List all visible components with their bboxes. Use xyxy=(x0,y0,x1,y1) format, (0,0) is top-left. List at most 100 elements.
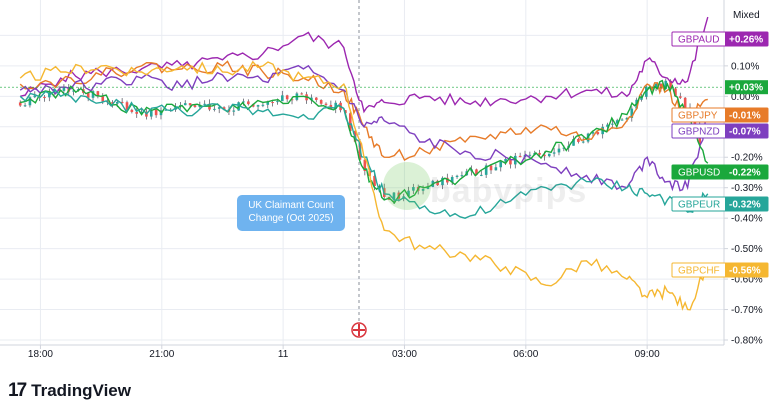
candle-body xyxy=(577,139,580,142)
candle-body xyxy=(499,161,503,168)
candle-body xyxy=(446,177,449,183)
series-line-gbpjpy[interactable] xyxy=(19,60,708,161)
candle-body xyxy=(615,120,619,124)
y-tick-label: -0.80% xyxy=(731,336,763,347)
event-icon[interactable] xyxy=(351,322,367,338)
current-price-label: +0.03% xyxy=(729,83,763,94)
candle-body xyxy=(213,108,216,110)
candle-body xyxy=(290,99,294,101)
candle-body xyxy=(281,95,284,102)
candle-body xyxy=(557,148,561,153)
watermark-logo-icon xyxy=(383,162,431,210)
tag-value-box xyxy=(725,197,768,211)
candle-body xyxy=(183,103,187,106)
candle-body xyxy=(572,139,575,146)
candle-body xyxy=(33,95,37,98)
x-tick-label: 03:00 xyxy=(392,349,417,360)
candle-body xyxy=(373,175,376,186)
candle-body xyxy=(640,96,643,100)
candle-body xyxy=(43,97,46,99)
candle-body xyxy=(664,80,668,89)
candle-body xyxy=(392,192,396,200)
candle-body xyxy=(232,110,236,112)
tag-value-box xyxy=(725,165,768,179)
tradingview-logo-icon: 17 xyxy=(8,380,27,401)
candle-body xyxy=(242,101,245,103)
y-tick-label: -0.50% xyxy=(731,244,763,255)
candle-body xyxy=(547,153,551,157)
candle-body xyxy=(504,158,507,162)
candle-body xyxy=(101,96,105,102)
candle-body xyxy=(135,111,139,114)
x-tick-label: 11 xyxy=(278,349,289,360)
candle-body xyxy=(62,87,66,91)
candle-body xyxy=(247,101,250,105)
candle-body xyxy=(528,154,532,156)
candle-body xyxy=(115,101,119,104)
candle-body xyxy=(120,101,124,103)
candle-body xyxy=(450,176,454,183)
tag-value-box xyxy=(725,124,768,138)
candle-body xyxy=(683,97,687,108)
series-line-gbpnzd[interactable] xyxy=(19,64,709,192)
candle-body xyxy=(407,190,410,197)
candle-body xyxy=(324,103,328,105)
series-tag-gbpaud[interactable]: GBPAUD +0.26% xyxy=(671,31,769,47)
candle-body xyxy=(140,111,143,114)
candle-body xyxy=(310,97,313,101)
mode-label[interactable]: Mixed xyxy=(733,10,760,21)
candle-body xyxy=(363,159,367,172)
candle-body xyxy=(494,167,498,171)
candle-body xyxy=(188,103,192,106)
series-line-gbpusd[interactable] xyxy=(20,79,709,205)
x-tick-label: 09:00 xyxy=(635,349,660,360)
series-tag-gbpjpy[interactable]: GBPJPY -0.01% xyxy=(671,107,769,123)
tradingview-footer[interactable]: 17 TradingView xyxy=(8,379,131,403)
time-axis[interactable]: 18:00 21:00 11 03:00 06:00 09:00 xyxy=(28,345,660,360)
y-tick-label: -0.70% xyxy=(731,305,763,316)
price-axis[interactable]: 0.20%0.10%0.00%-0.10%-0.20%-0.30%-0.40%-… xyxy=(724,31,763,347)
candle-body xyxy=(518,155,522,158)
tag-value: -0.07% xyxy=(729,127,761,138)
series-tag-gbpeur[interactable]: GBPEUR -0.32% xyxy=(671,196,769,212)
candle-body xyxy=(654,83,658,88)
plot-background xyxy=(0,0,724,345)
tag-value: -0.22% xyxy=(729,168,761,179)
candle-body xyxy=(348,113,352,132)
candle-body xyxy=(130,109,134,112)
series-line-gbpeur[interactable] xyxy=(19,89,709,219)
candle-body xyxy=(271,102,274,104)
candle-body xyxy=(334,102,338,109)
tag-value: -0.32% xyxy=(729,200,761,211)
series-lines xyxy=(19,16,709,311)
candle-body xyxy=(674,88,677,97)
tag-name: GBPUSD xyxy=(678,168,720,179)
candle-body xyxy=(91,91,95,98)
watermark: babypips xyxy=(430,172,588,210)
candle-body xyxy=(543,154,546,157)
candle-body xyxy=(314,97,318,101)
series-line-gbpchf[interactable] xyxy=(19,60,709,311)
candle-body xyxy=(620,119,624,121)
tag-name: GBPAUD xyxy=(678,35,720,46)
event-callout[interactable]: UK Claimant Count Change (Oct 2025) xyxy=(237,195,345,231)
candle-body xyxy=(222,107,226,110)
y-tick-label: 0.00% xyxy=(731,92,759,103)
tag-value-box xyxy=(725,263,768,277)
series-tag-gbpusd[interactable]: GBPUSD -0.22% xyxy=(671,164,769,180)
tag-value-box xyxy=(725,108,768,122)
tag-name: GBPCHF xyxy=(678,266,720,277)
series-tag-gbpnzd[interactable]: GBPNZD -0.07% xyxy=(671,123,769,139)
candle-body xyxy=(300,93,304,95)
candle-body xyxy=(484,165,488,175)
candle-body xyxy=(18,102,22,106)
candle-body xyxy=(217,107,221,109)
current-price-box xyxy=(725,80,768,95)
comparison-chart[interactable]: Mixed 0.20%0.10%0.00%-0.10%-0.20%-0.30%-… xyxy=(0,0,780,372)
series-tag-gbpchf[interactable]: GBPCHF -0.56% xyxy=(671,262,769,278)
tag-name: GBPJPY xyxy=(678,111,718,122)
candle-body xyxy=(256,105,260,107)
candle-body xyxy=(596,132,600,135)
candle-body xyxy=(86,92,90,98)
candle-body xyxy=(480,174,483,176)
